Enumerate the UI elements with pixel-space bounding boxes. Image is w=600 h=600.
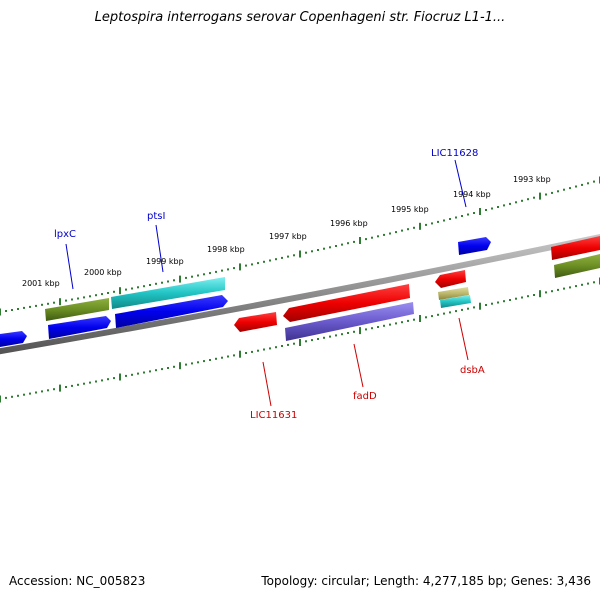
- gene-ptsI[interactable]: [111, 277, 225, 309]
- ruler-label-1993: 1993 kbp: [513, 175, 551, 184]
- gene-red-top-right[interactable]: [551, 236, 600, 260]
- ptsI-line: [155, 224, 164, 273]
- gene-fadD-red[interactable]: [283, 284, 410, 322]
- gene-label-LIC11628: LIC11628: [431, 148, 478, 159]
- gene-blue-left-edge[interactable]: [0, 331, 27, 347]
- fadD-line: [353, 343, 364, 388]
- gene-dsbA[interactable]: [440, 295, 471, 308]
- gene-olive-top-right[interactable]: [554, 254, 600, 278]
- gene-label-fadD: fadD: [353, 391, 377, 402]
- ruler-label-1995: 1995 kbp: [391, 205, 429, 214]
- gene-LIC11631[interactable]: [234, 312, 277, 332]
- map-title: Leptospira interrogans serovar Copenhage…: [94, 10, 506, 25]
- ruler-label-2001: 2001 kbp: [22, 279, 60, 288]
- ruler-outer: [0, 176, 600, 316]
- ruler-labels: 2001 kbp 2000 kbp 1999 kbp 1998 kbp 1997…: [22, 175, 551, 288]
- bottom-strand-genes: [0, 270, 471, 347]
- genome-backbone: [0, 233, 600, 355]
- ruler-label-1999: 1999 kbp: [146, 257, 184, 266]
- ruler-label-1997: 1997 kbp: [269, 232, 307, 241]
- ruler-label-1994: 1994 kbp: [453, 190, 491, 199]
- gene-label-lpxC: lpxC: [54, 229, 76, 240]
- lpxC-line: [65, 243, 74, 290]
- accession-text: Accession: NC_005823: [9, 574, 146, 588]
- LIC11628-line: [454, 159, 467, 208]
- gene-LIC11628[interactable]: [458, 237, 491, 255]
- gene-blue-ptsI-adj[interactable]: [115, 295, 228, 328]
- top-strand-genes: [45, 236, 600, 321]
- LIC11631-line: [262, 361, 272, 407]
- gene-red-dsbA-adj[interactable]: [435, 270, 466, 288]
- gene-fadD[interactable]: [285, 302, 414, 341]
- gene-label-dsbA: dsbA: [460, 365, 485, 376]
- label-lines: [65, 159, 469, 407]
- ruler-label-1998: 1998 kbp: [207, 245, 245, 254]
- gene-label-ptsI: ptsI: [147, 211, 165, 222]
- ruler-inner: [0, 277, 600, 403]
- gene-labels: lpxC ptsI LIC11628 LIC11631 fadD dsbA: [54, 148, 485, 421]
- gene-blue-lpxC-adj[interactable]: [48, 316, 111, 339]
- gene-tan[interactable]: [438, 287, 469, 300]
- ruler-label-2000: 2000 kbp: [84, 268, 122, 277]
- ruler-label-1996: 1996 kbp: [330, 219, 368, 228]
- gene-label-LIC11631: LIC11631: [250, 410, 297, 421]
- dsbA-line: [458, 317, 469, 361]
- topology-summary: Topology: circular; Length: 4,277,185 bp…: [261, 574, 591, 588]
- gene-lpxC[interactable]: [45, 298, 109, 321]
